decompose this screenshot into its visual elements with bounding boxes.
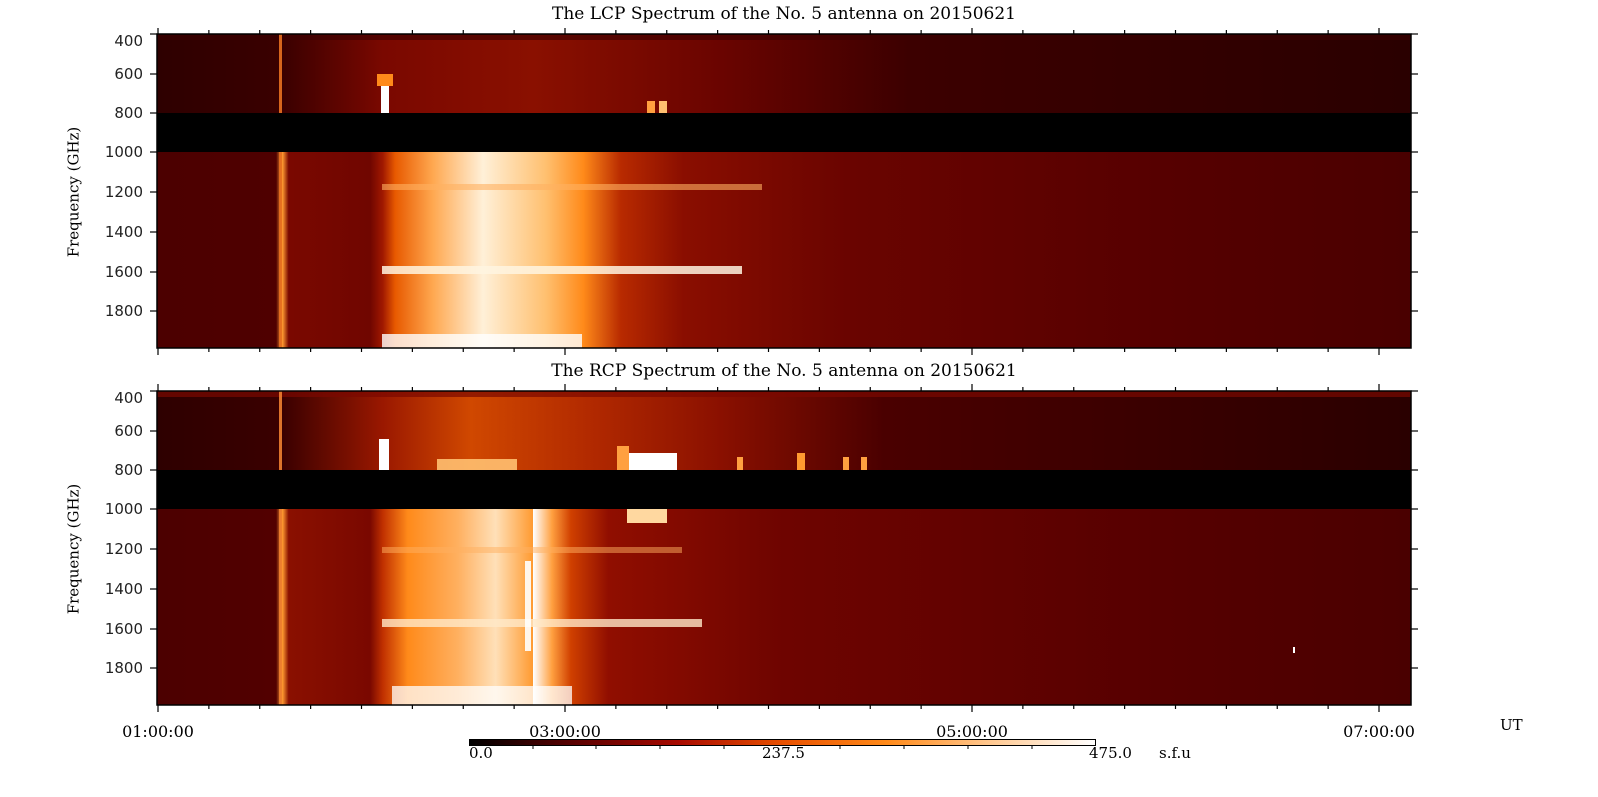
lcp-y-axis-label: Frequency (GHz): [64, 126, 83, 258]
rcp-spectrogram: [157, 391, 1411, 705]
xtick-0100: 01:00:00: [122, 722, 194, 741]
lcp-ytick-1000: 1000: [104, 143, 143, 161]
rcp-ytick-1800: 1800: [104, 659, 143, 677]
lcp-ytick-1200: 1200: [104, 183, 143, 201]
x-axis-unit-label: UT: [1500, 716, 1523, 734]
lcp-ytick-1800: 1800: [104, 302, 143, 320]
lcp-title: The LCP Spectrum of the No. 5 antenna on…: [552, 4, 1016, 24]
xtick-0500: 05:00:00: [936, 722, 1008, 741]
xtick-0300: 03:00:00: [529, 722, 601, 741]
rcp-y-axis-label: Frequency (GHz): [64, 483, 83, 615]
rcp-ytick-1600: 1600: [104, 620, 143, 638]
lcp-spectrogram: [157, 34, 1411, 348]
colorbar-min-label: 0.0: [469, 744, 493, 762]
rcp-ytick-1400: 1400: [104, 580, 143, 598]
rcp-title: The RCP Spectrum of the No. 5 antenna on…: [551, 361, 1017, 381]
lcp-ytick-400: 400: [114, 32, 143, 50]
colorbar-mid-label: 237.5: [762, 744, 805, 762]
xtick-0700: 07:00:00: [1343, 722, 1415, 741]
rcp-ytick-1200: 1200: [104, 540, 143, 558]
colorbar: [469, 739, 1096, 746]
lcp-ytick-1600: 1600: [104, 263, 143, 281]
rcp-ytick-800: 800: [114, 461, 143, 479]
lcp-ytick-600: 600: [114, 65, 143, 83]
lcp-ytick-1400: 1400: [104, 223, 143, 241]
colorbar-unit-label: s.f.u: [1159, 744, 1191, 762]
rcp-ytick-1000: 1000: [104, 500, 143, 518]
lcp-ytick-800: 800: [114, 104, 143, 122]
colorbar-max-label: 475.0: [1089, 744, 1132, 762]
rcp-ytick-600: 600: [114, 422, 143, 440]
rcp-ytick-400: 400: [114, 389, 143, 407]
